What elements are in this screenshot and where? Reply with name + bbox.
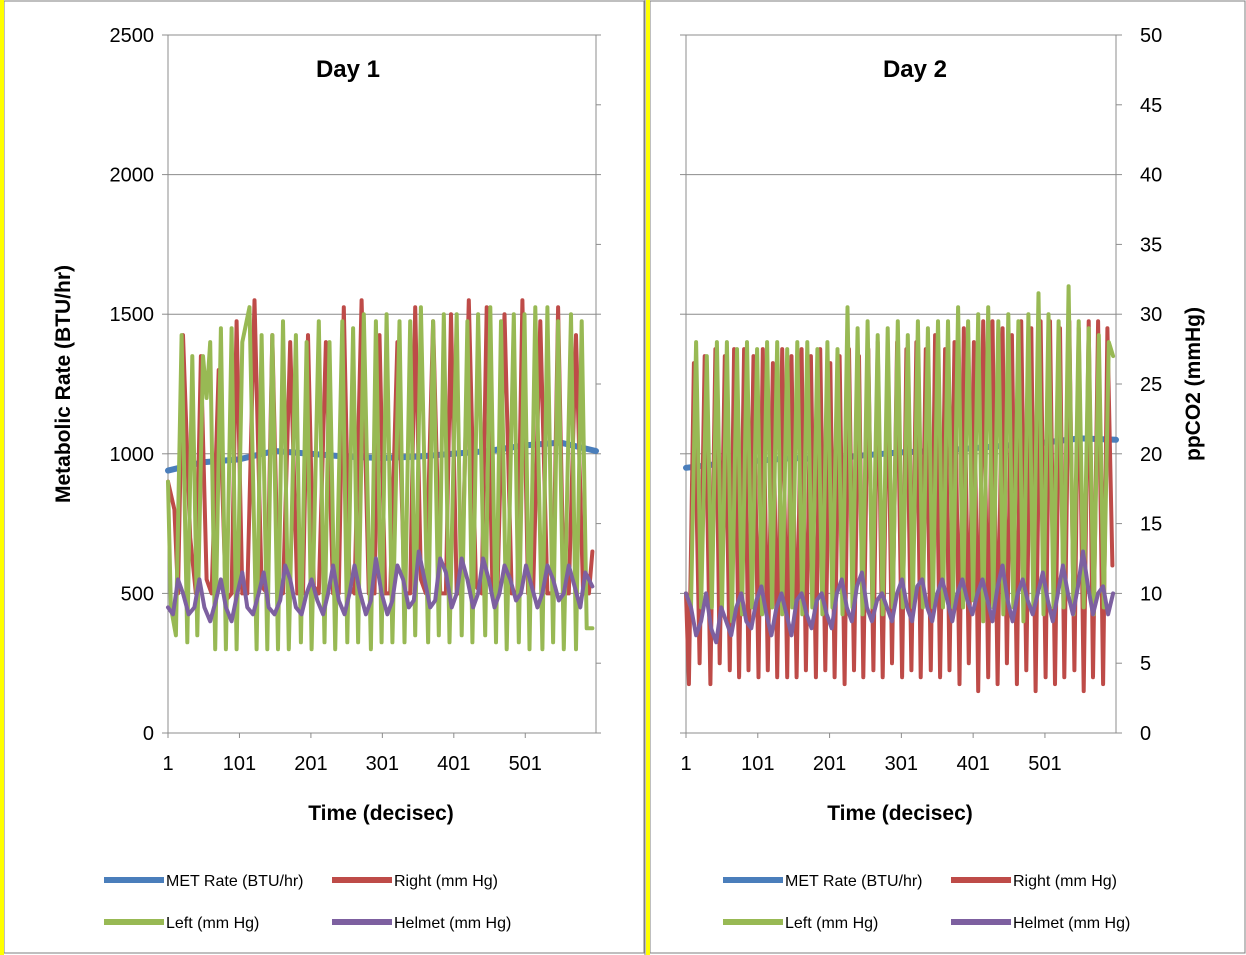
y2-tick-label: 0 <box>1140 723 1151 745</box>
y2-tick-label: 50 <box>1140 25 1162 47</box>
series-line-helmet <box>684 549 1116 645</box>
x-tick-label: 201 <box>813 753 846 775</box>
legend-label: Helmet (mm Hg) <box>1013 915 1130 932</box>
x-tick-label: 301 <box>885 753 918 775</box>
y2-tick-label: 30 <box>1140 304 1162 326</box>
legend-label: Helmet (mm Hg) <box>394 915 511 932</box>
legend-label: Left (mm Hg) <box>166 915 259 932</box>
legend-label: Right (mm Hg) <box>394 873 498 890</box>
x-axis-label: Time (decisec) <box>827 802 973 825</box>
y-tick-label: 2500 <box>110 25 155 47</box>
middle-yellow-divider <box>646 0 650 955</box>
y-tick-label: 2000 <box>110 165 155 187</box>
y2-tick-label: 40 <box>1140 165 1162 187</box>
chart-title: Day 2 <box>883 56 947 83</box>
chart-title: Day 1 <box>316 56 380 83</box>
y2-tick-label: 5 <box>1140 653 1151 675</box>
y2-tick-label: 25 <box>1140 374 1162 396</box>
series-line-left <box>684 284 1116 624</box>
series-line-left <box>166 305 595 652</box>
y-tick-label: 1500 <box>110 304 155 326</box>
legend-label: Right (mm Hg) <box>1013 873 1117 890</box>
legend-label: MET Rate (BTU/hr) <box>785 873 923 890</box>
y2-tick-label: 15 <box>1140 514 1162 536</box>
legend-label: Left (mm Hg) <box>785 915 878 932</box>
y2-tick-label: 35 <box>1140 234 1162 256</box>
y-tick-label: 500 <box>121 583 154 605</box>
x-tick-label: 501 <box>509 753 542 775</box>
x-tick-label: 501 <box>1028 753 1061 775</box>
y2-tick-label: 45 <box>1140 95 1162 117</box>
y-tick-label: 1000 <box>110 444 155 466</box>
x-tick-label: 1 <box>680 753 691 775</box>
x-tick-label: 101 <box>741 753 774 775</box>
y-axis-label: Metabolic Rate (BTU/hr) <box>52 265 75 503</box>
y-tick-label: 0 <box>143 723 154 745</box>
series-line-helmet <box>166 549 595 624</box>
x-tick-label: 1 <box>162 753 173 775</box>
x-tick-label: 201 <box>294 753 327 775</box>
day1-chart: 0 500 1000 1500 2000 2500 1 101 201 301 401 501 Day … <box>52 25 601 932</box>
x-tick-label: 401 <box>437 753 470 775</box>
series-line-right <box>166 298 595 603</box>
x-tick-label: 101 <box>223 753 256 775</box>
left-yellow-edge <box>0 0 4 955</box>
x-axis-label: Time (decisec) <box>308 802 454 825</box>
y2-axis-label: ppCO2 (mmHg) <box>1182 307 1205 461</box>
legend-label: MET Rate (BTU/hr) <box>166 873 304 890</box>
y2-tick-label: 10 <box>1140 583 1162 605</box>
x-tick-label: 301 <box>366 753 399 775</box>
x-tick-label: 401 <box>956 753 989 775</box>
y2-tick-label: 20 <box>1140 444 1162 466</box>
